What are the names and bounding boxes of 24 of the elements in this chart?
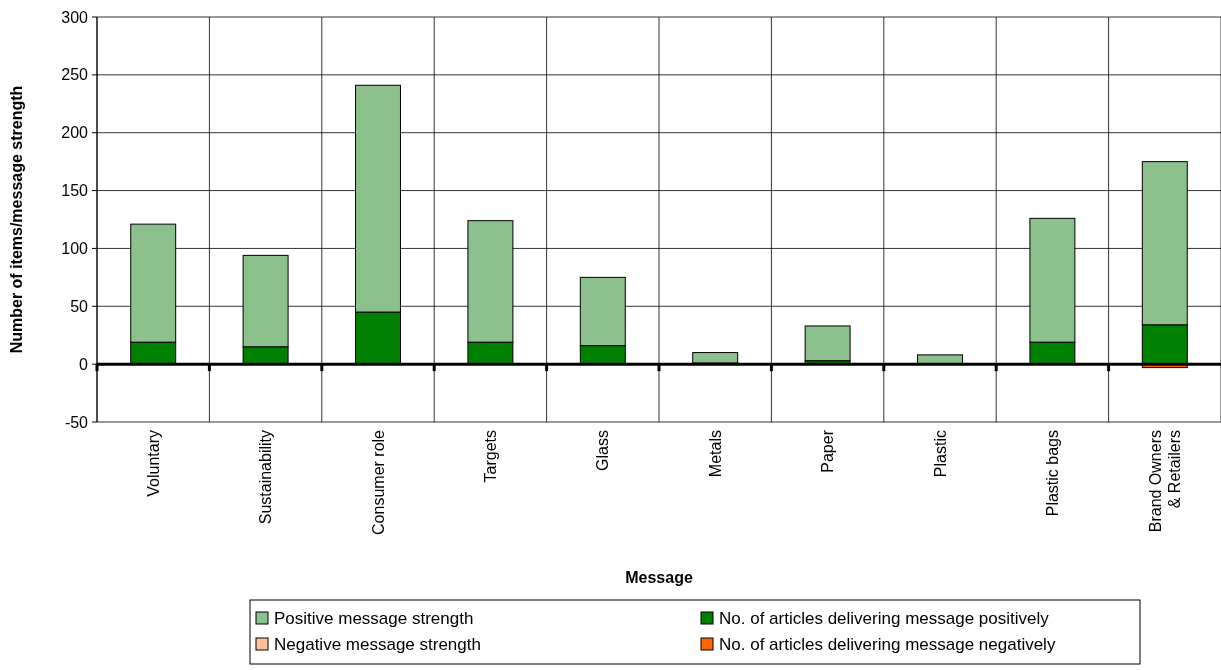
- x-tick-label: Glass: [594, 430, 612, 471]
- legend-label: Positive message strength: [274, 608, 474, 628]
- x-tick-label: Sustainability: [257, 430, 275, 525]
- y-tick-label: 200: [61, 124, 89, 142]
- y-tick-label: 300: [61, 8, 89, 26]
- x-tick-label: Plastic bags: [1044, 430, 1061, 517]
- y-tick-label: -50: [64, 413, 89, 431]
- legend-label: No. of articles delivering message negatively: [719, 634, 1056, 654]
- x-tick-label: Plastic: [931, 430, 949, 478]
- y-tick-label: 150: [61, 182, 89, 200]
- y-tick-label: 0: [79, 355, 89, 373]
- x-tick-label: Metals: [706, 430, 724, 478]
- x-tick-label: Voluntary: [144, 430, 162, 497]
- x-tick-label: Brand Owners & Retailers: [1146, 430, 1183, 533]
- y-tick-label: 250: [61, 66, 89, 84]
- x-tick-label: Paper: [819, 429, 837, 473]
- y-axis-title: Number of items/message strength: [8, 85, 25, 354]
- legend-label: No. of articles delivering message positively: [719, 608, 1050, 628]
- y-tick-label: 100: [61, 240, 89, 258]
- x-axis-title: Message: [625, 569, 693, 586]
- legend-label: Negative message strength: [274, 634, 481, 654]
- x-tick-label: Targets: [482, 430, 499, 483]
- x-tick-label: Consumer role: [369, 429, 387, 535]
- y-tick-label: 50: [70, 297, 89, 315]
